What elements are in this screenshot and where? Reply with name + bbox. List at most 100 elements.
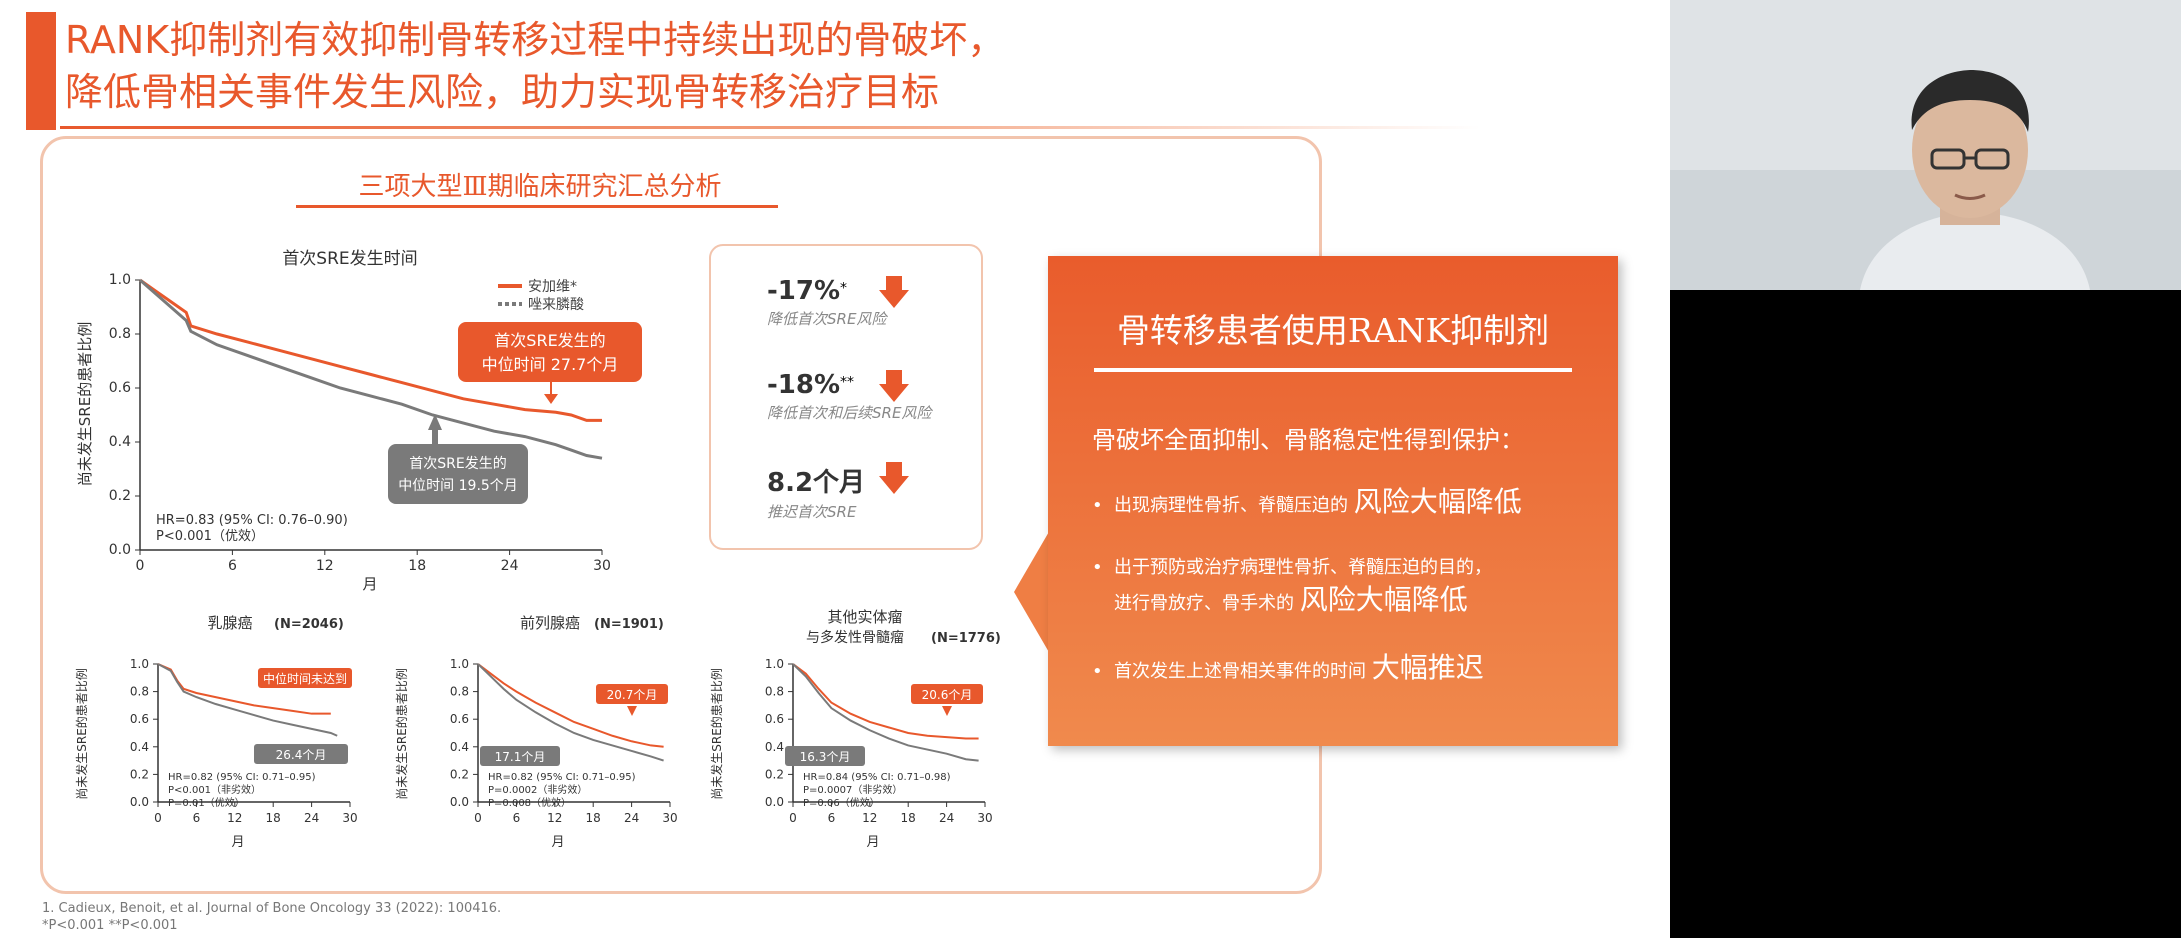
median-label-orange — [258, 668, 352, 688]
main-chart-title: 首次SRE发生时间 — [282, 249, 417, 269]
callout-pointer — [1014, 530, 1050, 654]
small-chart-hr: HR=0.84 (95% CI: 0.71–0.98) — [803, 772, 951, 783]
callout-subheading: 骨破坏全面抑制、骨骼稳定性得到保护： — [1092, 426, 1524, 454]
y-tick-label: 0.0 — [109, 542, 131, 558]
small-chart-p1: P<0.001（非劣效） — [168, 783, 261, 796]
reference-footnote: *P<0.001 **P<0.001 — [42, 918, 178, 933]
median-label-grey-text: 16.3个月 — [800, 750, 851, 764]
down-arrow-icon — [879, 462, 909, 494]
small-chart-n: (N=1901) — [594, 617, 664, 632]
small-chart-title: 前列腺癌 — [520, 614, 580, 632]
callout-item3-text: 首次发生上述骨相关事件的时间 — [1114, 661, 1366, 682]
callout-divider — [1094, 368, 1572, 372]
presentation-slide: RANK抑制剂有效抑制骨转移过程中持续出现的骨破坏， 降低骨相关事件发生风险，助… — [26, 12, 1618, 933]
x-tick-label: 12 — [227, 811, 242, 825]
y-tick-label: 0.4 — [109, 434, 131, 450]
median-box-grey-line2: 中位时间 19.5个月 — [398, 478, 518, 494]
y-tick-label: 0.4 — [130, 740, 149, 754]
panel-title: 三项大型Ⅲ期临床研究汇总分析 — [358, 172, 722, 202]
small-chart-xlabel: 月 — [231, 835, 244, 850]
small-km-chart-breast: 乳腺癌 (N=2046) 尚未发生SRE的患者比例 0.0 0.2 0.4 0.6 0.8 1.… — [74, 614, 358, 850]
x-tick-label: 24 — [501, 558, 519, 574]
x-tick-label: 30 — [593, 558, 611, 574]
series-line-denosumab — [139, 278, 602, 422]
x-tick-label: 6 — [828, 811, 836, 825]
y-tick-label: 0.6 — [109, 380, 131, 396]
stat1-value: -17% — [767, 276, 841, 306]
small-chart-p2: P=0.008（优效） — [488, 796, 571, 809]
y-tick-label: 0.8 — [765, 685, 784, 699]
panel-title-underline — [296, 205, 778, 208]
title-accent-bar — [26, 12, 56, 130]
y-tick-label: 0.2 — [109, 488, 131, 504]
median-label-orange-text: 中位时间未达到 — [263, 671, 347, 686]
stat1-desc: 降低首次SRE风险 — [767, 310, 887, 328]
x-tick-label: 12 — [316, 558, 334, 574]
median-box-orange-line2: 中位时间 27.7个月 — [482, 355, 619, 374]
bullet: • — [1092, 661, 1103, 682]
series-line-zoledronic — [139, 278, 603, 460]
x-tick-label: 0 — [474, 811, 482, 825]
median-box-orange-line1: 首次SRE发生的 — [494, 331, 605, 350]
small-chart-title: 乳腺癌 — [207, 614, 252, 632]
x-tick-label: 12 — [862, 811, 877, 825]
rank-inhibitor-callout: 骨转移患者使用RANK抑制剂 骨破坏全面抑制、骨骼稳定性得到保护： • 出现病理性… — [1048, 256, 1618, 746]
stat2-desc: 降低首次和后续SRE风险 — [767, 404, 932, 422]
down-arrow-icon — [942, 706, 952, 716]
y-tick-label: 0.4 — [450, 740, 469, 754]
series-line-zoledronic — [792, 663, 979, 762]
main-chart-p: P<0.001（优效） — [156, 529, 264, 544]
y-tick-label: 0.6 — [130, 712, 149, 726]
bullet: • — [1092, 557, 1103, 578]
small-chart-ylabel: 尚未发生SRE的患者比例 — [394, 668, 409, 800]
y-tick-label: 1.0 — [450, 657, 469, 671]
down-arrow-icon — [879, 276, 909, 308]
x-tick-label: 24 — [939, 811, 954, 825]
legend-label-denosumab: 安加维* — [528, 279, 577, 295]
x-tick-label: 0 — [789, 811, 797, 825]
y-tick-label: 0.8 — [450, 685, 469, 699]
main-chart-hr: HR=0.83 (95% CI: 0.76–0.90) — [156, 513, 348, 528]
x-tick-label: 18 — [901, 811, 916, 825]
x-tick-label: 18 — [266, 811, 281, 825]
x-tick-label: 24 — [304, 811, 319, 825]
series-line-denosumab — [792, 663, 979, 740]
y-tick-label: 0.6 — [765, 712, 784, 726]
x-tick-label: 18 — [408, 558, 426, 574]
legend-label-zoledronic: 唑来膦酸 — [528, 297, 584, 313]
y-tick-label: 0.4 — [765, 740, 784, 754]
main-km-chart: 首次SRE发生时间 尚未发生SRE的患者比例 0.0 0.2 0.4 0.6 0.8 1.… — [76, 249, 642, 593]
callout-item3-emphasis: 大幅推迟 — [1371, 651, 1484, 684]
stat-sre-risk: -17%* 降低首次SRE风险 — [767, 276, 886, 329]
callout-item-2: • 出于预防或治疗病理性骨折、脊髓压迫的目的， 进行骨放疗、骨手术的 风险大幅降低 — [1092, 552, 1612, 620]
stat-subsequent-risk: -18%** 降低首次和后续SRE风险 — [767, 370, 931, 423]
small-chart-p2: P=0.06（优效） — [803, 796, 880, 809]
y-tick-label: 0.0 — [130, 795, 149, 809]
small-chart-hr: HR=0.82 (95% CI: 0.71–0.95) — [168, 772, 316, 783]
y-tick-label: 0.2 — [130, 767, 149, 781]
stat-delay: 8.2个月 推迟首次SRE — [767, 462, 865, 522]
y-tick-label: 0.8 — [109, 326, 131, 342]
small-chart-hr: HR=0.82 (95% CI: 0.71–0.95) — [488, 772, 636, 783]
main-chart-ylabel: 尚未发生SRE的患者比例 — [76, 322, 94, 486]
empty-video-area — [1670, 290, 2181, 938]
small-chart-ylabel: 尚未发生SRE的患者比例 — [709, 668, 724, 800]
presenter-video-icon — [1670, 0, 2181, 290]
main-chart-legend: 安加维* 唑来膦酸 — [498, 279, 584, 313]
callout-item2-line1: 出于预防或治疗病理性骨折、脊髓压迫的目的， — [1114, 557, 1492, 578]
median-label-grey — [480, 746, 560, 766]
small-chart-n: (N=2046) — [274, 617, 344, 632]
x-tick-label: 6 — [513, 811, 521, 825]
median-box-grey: 首次SRE发生的 中位时间 19.5个月 — [388, 414, 528, 504]
series-line-zoledronic — [157, 663, 338, 737]
x-tick-label: 0 — [154, 811, 162, 825]
median-label-orange-text: 20.6个月 — [922, 688, 973, 702]
median-box-orange: 首次SRE发生的 中位时间 27.7个月 — [458, 322, 642, 404]
stat2-value: -18% — [767, 370, 841, 400]
slide-title: RANK抑制剂有效抑制骨转移过程中持续出现的骨破坏， 降低骨相关事件发生风险，助… — [65, 14, 1005, 118]
callout-item1-emphasis: 风险大幅降低 — [1353, 485, 1522, 518]
x-tick-label: 0 — [136, 558, 145, 574]
small-chart-title: 其他实体瘤 — [827, 608, 902, 626]
slide-title-line2: 降低骨相关事件发生风险，助力实现骨转移治疗目标 — [65, 70, 940, 114]
